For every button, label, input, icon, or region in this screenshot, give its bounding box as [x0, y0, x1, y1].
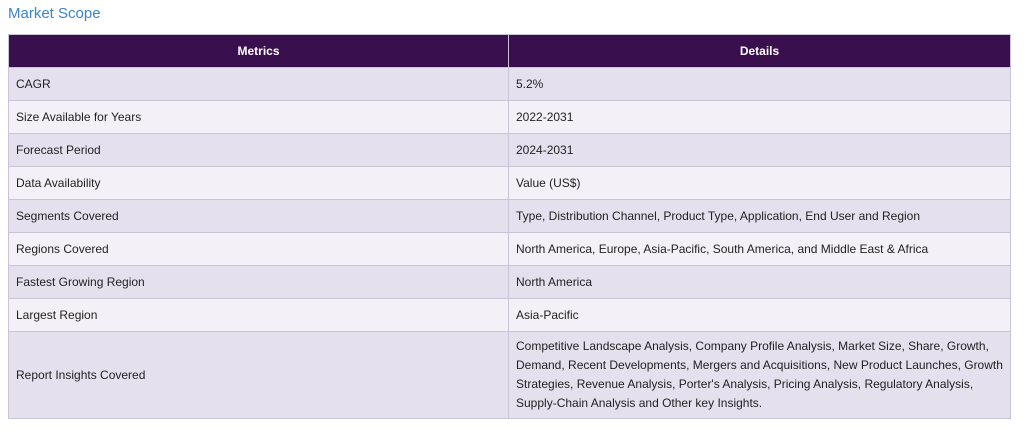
metric-cell: Segments Covered: [8, 199, 509, 233]
table-row: Regions Covered North America, Europe, A…: [8, 232, 1011, 266]
metric-cell: Size Available for Years: [8, 100, 509, 134]
detail-cell: Value (US$): [508, 166, 1011, 200]
metric-cell: Forecast Period: [8, 133, 509, 167]
detail-cell: 5.2%: [508, 67, 1011, 101]
metric-cell: CAGR: [8, 67, 509, 101]
metric-cell: Regions Covered: [8, 232, 509, 266]
header-metrics: Metrics: [8, 34, 509, 68]
table-header-row: Metrics Details: [8, 34, 1011, 68]
detail-cell: North America: [508, 265, 1011, 299]
table-row: Data Availability Value (US$): [8, 166, 1011, 200]
table-row: Segments Covered Type, Distribution Chan…: [8, 199, 1011, 233]
table-row: Forecast Period 2024-2031: [8, 133, 1011, 167]
table-row: Fastest Growing Region North America: [8, 265, 1011, 299]
metric-cell: Report Insights Covered: [8, 331, 509, 419]
header-details: Details: [508, 34, 1011, 68]
detail-cell: Competitive Landscape Analysis, Company …: [508, 331, 1011, 419]
metric-cell: Largest Region: [8, 298, 509, 332]
metric-cell: Fastest Growing Region: [8, 265, 509, 299]
table-row: Size Available for Years 2022-2031: [8, 100, 1011, 134]
detail-cell: 2022-2031: [508, 100, 1011, 134]
table-row: CAGR 5.2%: [8, 67, 1011, 101]
detail-cell: Asia-Pacific: [508, 298, 1011, 332]
table-row: Report Insights Covered Competitive Land…: [8, 331, 1011, 419]
detail-cell: North America, Europe, Asia-Pacific, Sou…: [508, 232, 1011, 266]
market-scope-table: Metrics Details CAGR 5.2% Size Available…: [8, 34, 1011, 419]
metric-cell: Data Availability: [8, 166, 509, 200]
detail-cell: 2024-2031: [508, 133, 1011, 167]
section-title: Market Scope: [8, 5, 101, 22]
detail-cell: Type, Distribution Channel, Product Type…: [508, 199, 1011, 233]
table-row: Largest Region Asia-Pacific: [8, 298, 1011, 332]
